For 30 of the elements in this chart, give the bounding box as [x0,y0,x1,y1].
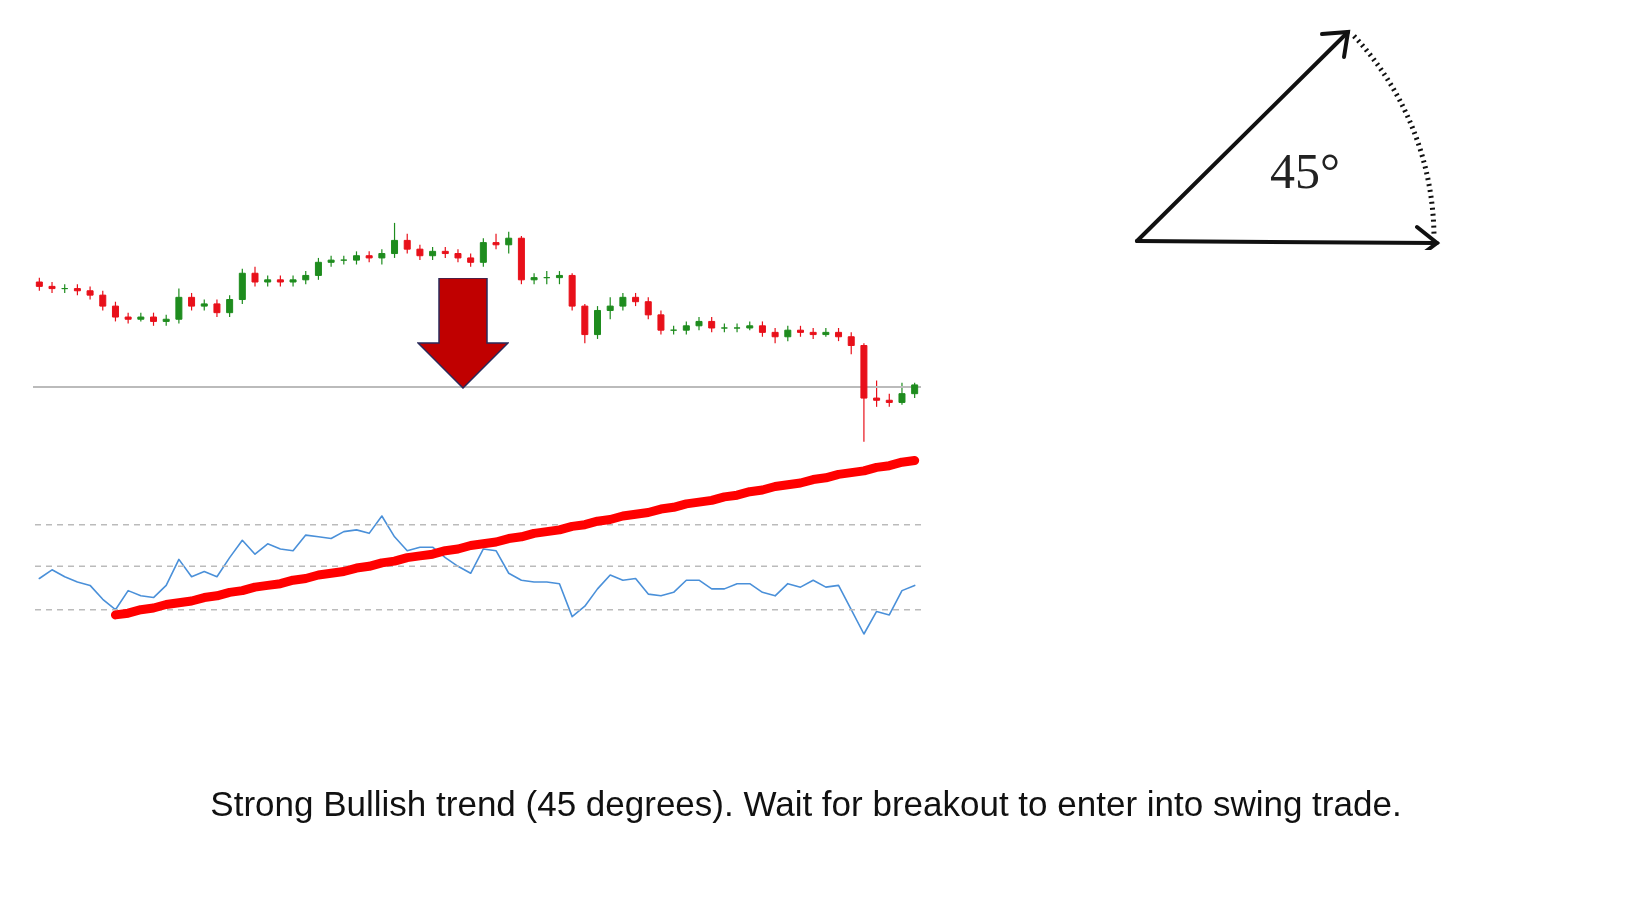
candlestick [822,327,830,338]
candlestick [733,323,741,333]
candlestick [695,316,703,331]
candlestick [226,294,234,318]
candlestick [289,274,297,287]
candlestick [403,233,411,255]
candlestick [48,281,56,294]
candlestick [505,231,513,255]
candlestick [847,331,855,355]
candlestick [771,327,779,344]
candlestick [606,296,614,320]
candlestick [111,301,119,323]
candlestick [898,382,906,406]
candlestick [873,379,881,408]
candlestick [492,233,500,250]
candlestick [657,309,665,336]
candlestick [644,296,652,320]
candlestick [327,255,335,268]
text: Strong Bullish trend (45 degrees). Wait for breakout to enter into swing trade. [209,784,1403,824]
candlestick [530,272,538,285]
candlestick [251,266,259,287]
candlestick [175,287,183,325]
candlestick [314,257,322,281]
text: 45° [1270,142,1340,200]
candlestick [99,290,107,312]
candlestick [124,312,132,325]
candlestick [391,222,399,259]
candlestick [86,285,94,301]
candlestick [378,248,386,266]
candlestick [479,237,487,268]
